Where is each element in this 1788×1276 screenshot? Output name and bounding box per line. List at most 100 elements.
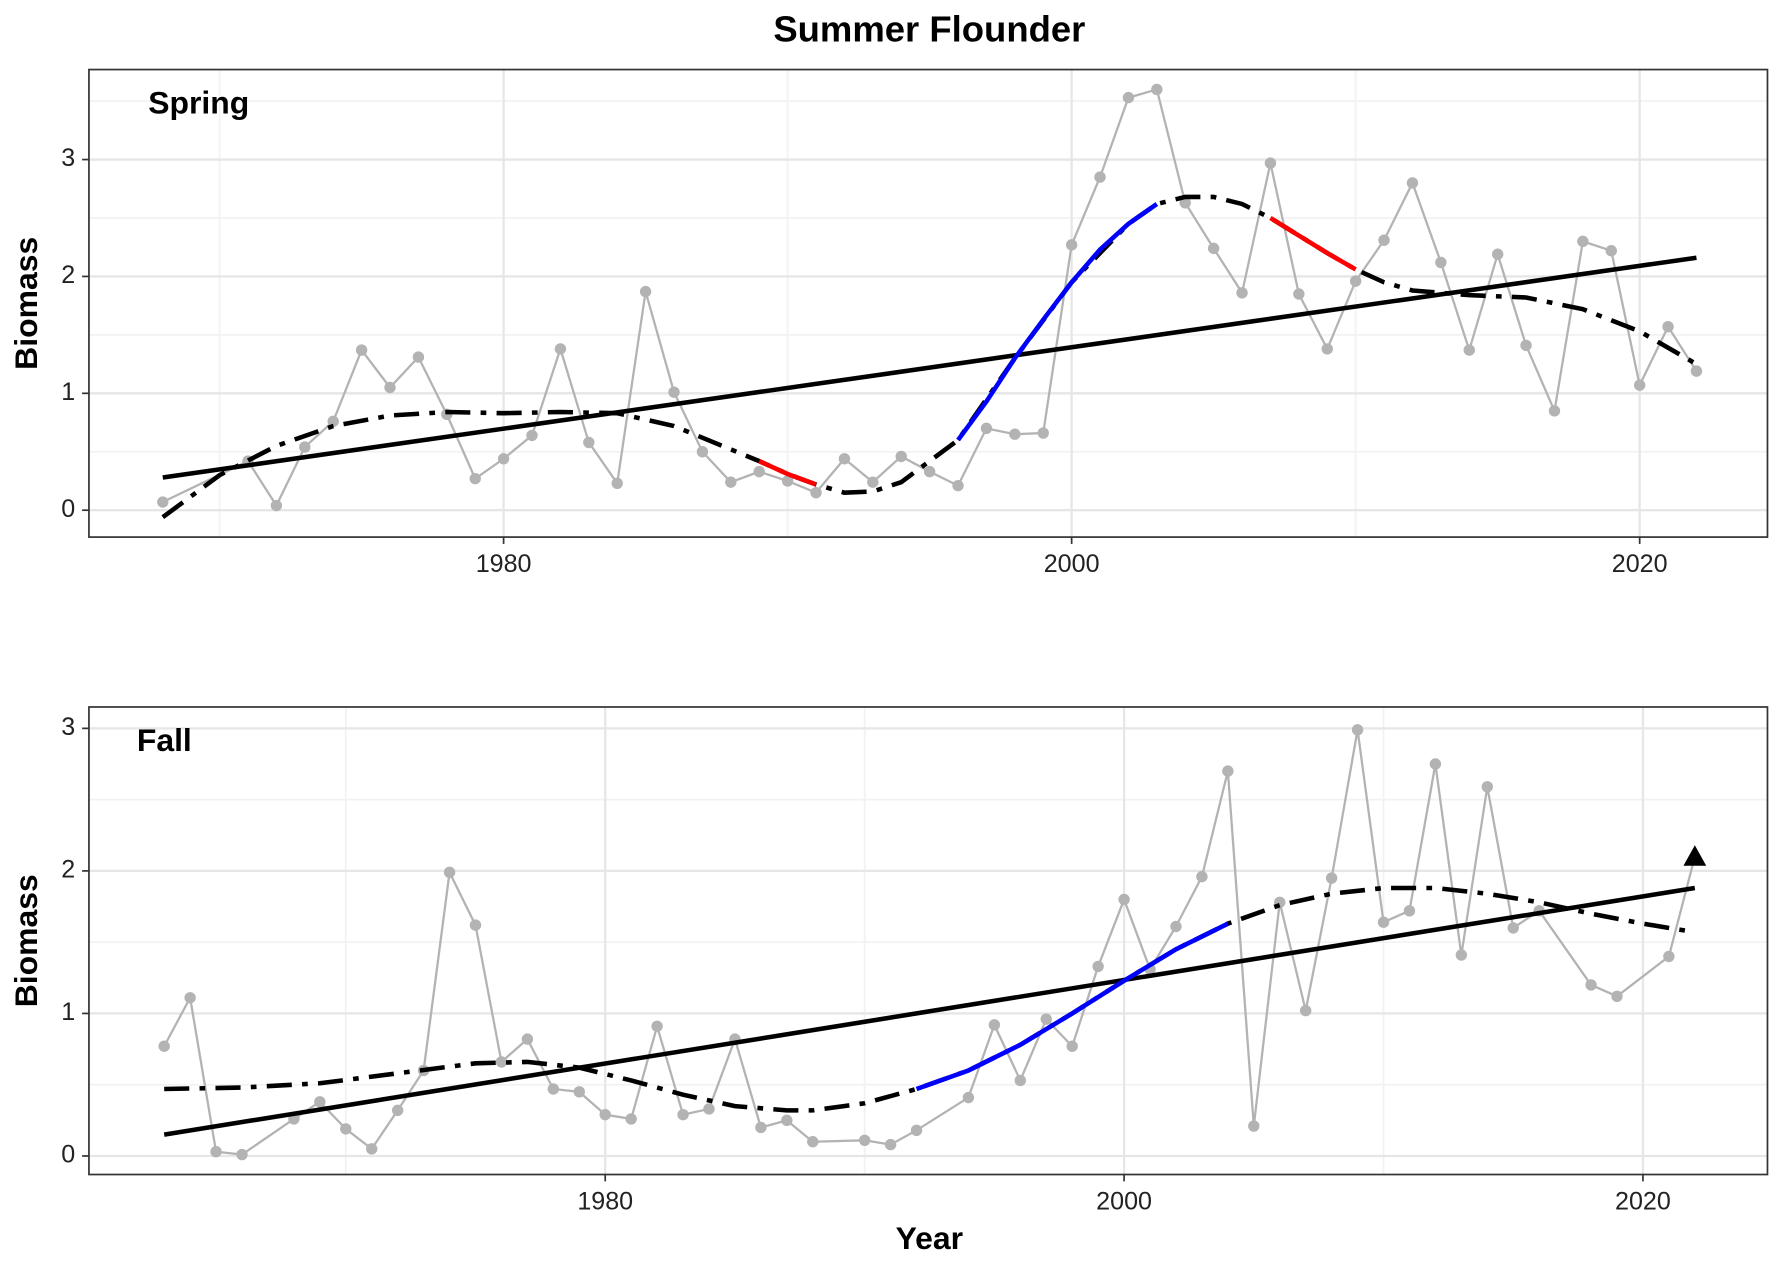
- y-axis-label: Biomass: [8, 237, 44, 370]
- point-marker: [952, 479, 964, 492]
- point-marker: [1429, 758, 1442, 770]
- point-marker: [1196, 870, 1208, 883]
- y-tick-label: 3: [61, 144, 75, 172]
- series-line: [1269, 216, 1357, 272]
- point-marker: [838, 453, 851, 465]
- panel-label: Spring: [148, 84, 249, 120]
- point-marker: [340, 1123, 352, 1135]
- point-marker: [236, 1148, 248, 1161]
- point-marker: [1507, 922, 1519, 934]
- point-marker: [677, 1108, 689, 1121]
- point-marker: [807, 1136, 819, 1148]
- point-marker: [980, 422, 993, 435]
- point-marker: [668, 386, 680, 398]
- x-tick-label: 1980: [577, 1188, 633, 1216]
- y-tick-label: 1: [61, 378, 75, 406]
- point-marker: [270, 499, 283, 512]
- y-tick-label: 2: [61, 856, 75, 884]
- point-marker: [443, 866, 456, 879]
- point-marker: [781, 475, 794, 487]
- x-tick-label: 2000: [1044, 550, 1100, 578]
- point-marker: [184, 992, 196, 1004]
- point-marker: [1066, 1040, 1078, 1052]
- point-marker: [1321, 343, 1333, 355]
- point-marker: [781, 1114, 793, 1127]
- x-tick-label: 1980: [476, 550, 532, 578]
- chart-title: Summer Flounder: [773, 9, 1085, 50]
- point-marker: [1014, 1074, 1027, 1087]
- point-marker: [1455, 949, 1468, 961]
- point-marker: [1351, 724, 1364, 736]
- point-marker: [366, 1143, 378, 1155]
- point-marker: [1463, 344, 1475, 356]
- point-marker: [554, 343, 567, 355]
- point-marker: [157, 496, 169, 508]
- point-marker: [1683, 845, 1707, 866]
- point-marker: [725, 476, 737, 488]
- point-marker: [1037, 427, 1049, 439]
- point-marker: [703, 1103, 715, 1115]
- point-marker: [1122, 91, 1135, 104]
- point-marker: [1605, 245, 1617, 257]
- panel-border: [88, 68, 1769, 538]
- point-marker: [611, 477, 623, 490]
- point-marker: [573, 1086, 585, 1098]
- point-marker: [210, 1146, 222, 1158]
- point-marker: [1207, 242, 1220, 255]
- x-tick-label: 2000: [1096, 1188, 1152, 1216]
- point-marker: [314, 1096, 326, 1108]
- point-marker: [497, 453, 510, 465]
- point-marker: [1378, 234, 1390, 246]
- point-marker: [327, 415, 339, 428]
- point-marker: [1009, 428, 1021, 440]
- point-marker: [1577, 235, 1589, 248]
- point-marker: [1611, 990, 1623, 1003]
- series-line: [956, 202, 1159, 442]
- series-line: [758, 459, 817, 487]
- point-marker: [755, 1121, 767, 1134]
- y-axis-label: Biomass: [8, 874, 44, 1007]
- point-marker: [753, 465, 765, 478]
- point-marker: [583, 436, 595, 449]
- point-marker: [495, 1056, 508, 1068]
- panel-label: Fall: [137, 722, 192, 758]
- point-marker: [355, 344, 368, 356]
- point-marker: [1170, 920, 1182, 933]
- point-marker: [1435, 256, 1447, 269]
- point-marker: [1403, 905, 1416, 917]
- point-marker: [1548, 405, 1561, 417]
- point-marker: [651, 1020, 663, 1032]
- point-marker: [1585, 979, 1597, 991]
- point-marker: [1040, 1013, 1052, 1025]
- point-marker: [1491, 248, 1504, 260]
- y-tick-label: 3: [61, 713, 75, 741]
- point-marker: [895, 450, 907, 463]
- point-marker: [1092, 960, 1104, 973]
- point-marker: [1118, 893, 1130, 906]
- x-axis-label: Year: [896, 1220, 963, 1256]
- point-marker: [858, 1134, 871, 1147]
- series-line: [163, 885, 1696, 1137]
- series-line: [915, 921, 1229, 1092]
- point-marker: [1377, 916, 1390, 928]
- point-marker: [299, 441, 311, 453]
- point-marker: [412, 351, 425, 363]
- point-marker: [988, 1019, 1001, 1031]
- point-marker: [1690, 365, 1703, 377]
- point-marker: [391, 1104, 404, 1117]
- x-tick-label: 2020: [1615, 1188, 1671, 1216]
- series-line: [162, 255, 1697, 480]
- point-marker: [962, 1091, 975, 1104]
- point-marker: [923, 465, 936, 478]
- point-marker: [1325, 872, 1338, 884]
- y-tick-label: 2: [61, 261, 75, 289]
- point-marker: [1065, 239, 1078, 251]
- point-marker: [1222, 765, 1234, 777]
- point-marker: [696, 446, 709, 458]
- point-marker: [469, 472, 481, 485]
- point-marker: [1293, 288, 1305, 300]
- point-marker: [158, 1040, 170, 1052]
- point-marker: [884, 1138, 897, 1151]
- point-marker: [1236, 287, 1248, 299]
- point-marker: [469, 919, 482, 931]
